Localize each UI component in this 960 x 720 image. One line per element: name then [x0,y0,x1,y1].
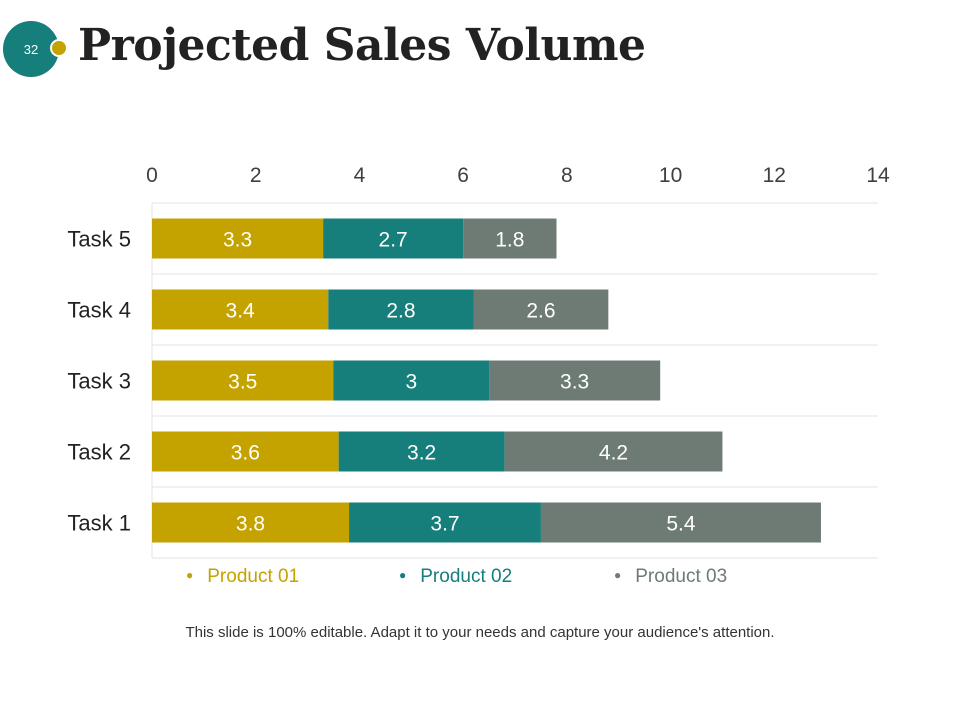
data-label: 2.7 [379,229,408,252]
bar-segment [152,360,334,401]
data-label: 3.7 [430,513,459,536]
bar-segment [338,431,505,472]
bar-segment [152,218,324,259]
data-label: 3.4 [226,300,256,323]
footer-text: This slide is 100% editable. Adapt it to… [185,624,775,641]
bar-segment [152,502,350,543]
bar-segment [333,360,490,401]
legend-item-product-02: ● Product 02 [399,566,512,588]
bar-segment [504,431,723,472]
footer-note: This slide is 100% editable. Adapt it to… [0,624,960,641]
page-title: Projected Sales Volume [78,20,646,71]
x-tick-label: 2 [250,164,262,187]
x-tick-label: 8 [561,164,573,187]
x-tick-label: 12 [763,164,786,187]
category-label: Task 1 [67,511,131,536]
category-label: Task 2 [67,440,131,465]
data-label: 3.6 [231,442,260,465]
category-label: Task 5 [67,227,131,252]
bar-segment [349,502,541,543]
bar-segment [152,431,339,472]
category-label: Task 4 [67,298,131,323]
legend-label: Product 02 [420,566,513,587]
x-tick-label: 4 [354,164,366,187]
data-label: 3.2 [407,442,436,465]
legend-bullet-icon: ● [614,568,622,582]
bar-segment [328,289,474,330]
stacked-bar-chart: 0 2 4 6 8 10 12 14 Task 5 3.3 2.7 1.8 Task 4 3.4 2.8 2.… [67,164,890,559]
data-label: 3.5 [228,371,257,394]
chart-legend: ● Product 01 ● Product 02 ● Product 03 [0,566,960,590]
x-tick-label: 10 [659,164,682,187]
data-label: 3 [405,371,417,394]
data-label: 2.8 [386,300,415,323]
category-label: Task 3 [67,369,131,394]
legend-label: Product 01 [207,566,300,587]
bar-segment [152,289,329,330]
bar-segment [489,360,661,401]
bar-segment [540,502,821,543]
bar-segment [463,218,557,259]
legend-bullet-icon: ● [186,568,194,582]
x-tick-label: 6 [457,164,469,187]
bar-segment [473,289,609,330]
x-tick-label: 14 [866,164,890,187]
accent-dot [50,39,68,57]
legend-item-product-01: ● Product 01 [186,566,299,588]
data-label: 3.8 [236,513,265,536]
data-label: 3.3 [560,371,589,394]
data-label: 4.2 [599,442,628,465]
bar-segment [323,218,464,259]
legend-bullet-icon: ● [399,568,407,582]
slide-number: 32 [23,41,39,57]
x-tick-label: 0 [146,164,158,187]
data-label: 1.8 [495,229,524,252]
legend-label: Product 03 [635,566,728,587]
legend-item-product-03: ● Product 03 [614,566,727,588]
data-label: 3.3 [223,229,252,252]
data-label: 2.6 [526,300,555,323]
data-label: 5.4 [666,513,696,536]
slide-number-badge: 32 [3,21,59,77]
